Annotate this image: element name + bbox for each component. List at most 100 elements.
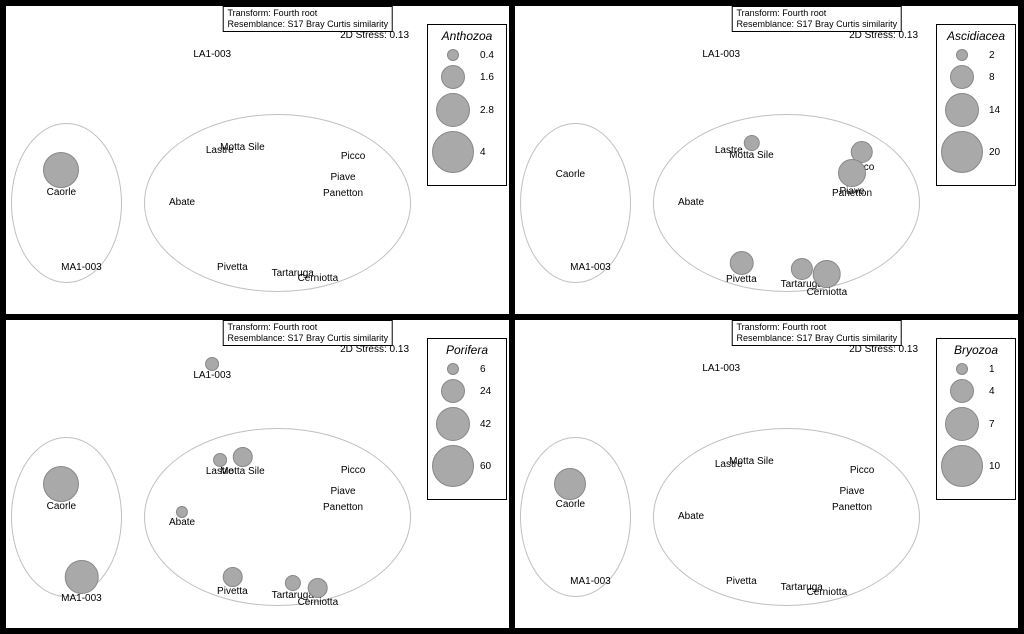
stress-label: 2D Stress: 0.13 [340, 30, 409, 41]
point-label: Abate [169, 518, 195, 528]
point-label: Motta Sile [220, 467, 264, 477]
info-box: Transform: Fourth rootResemblance: S17 B… [223, 320, 394, 346]
point-abate: Abate [678, 198, 704, 208]
point-picco: Picco [341, 152, 365, 162]
info-box: Transform: Fourth rootResemblance: S17 B… [732, 6, 903, 32]
legend: Bryozoa14710 [936, 338, 1016, 500]
legend-item: 8 [941, 65, 1011, 89]
point-panetton: Panetton [323, 189, 363, 199]
legend-value: 7 [989, 419, 995, 430]
legend: Anthozoa0.41.62.84 [427, 24, 507, 186]
point-caorle: Caorle [554, 468, 586, 510]
legend-bubble [432, 363, 474, 375]
legend-item: 2.8 [432, 93, 502, 127]
legend-title: Ascidiacea [941, 29, 1011, 43]
stress-label: 2D Stress: 0.13 [340, 344, 409, 355]
point-label: Caorle [43, 502, 79, 512]
point-abate: Abate [169, 506, 195, 528]
legend-bubble [432, 445, 474, 487]
legend-title: Porifera [432, 343, 502, 357]
legend: Porifera6244260 [427, 338, 507, 500]
legend-bubble [941, 93, 983, 127]
legend-bubble [941, 407, 983, 441]
legend-item: 60 [432, 445, 502, 487]
legend-value: 20 [989, 147, 1000, 158]
point-cerniotta: Cerniotta [807, 588, 848, 598]
point-cerniotta: Cerniotta [807, 260, 848, 298]
point-label: MA1-003 [570, 577, 611, 587]
point-label: Pivetta [217, 587, 248, 597]
point-mottasile: Motta Sile [220, 447, 264, 477]
point-label: LA1-003 [193, 371, 231, 381]
bubble-icon [232, 447, 252, 467]
legend-value: 10 [989, 461, 1000, 472]
info-line-2: Resemblance: S17 Bray Curtis similarity [737, 333, 898, 344]
point-piave: Piave [839, 487, 864, 497]
stress-label: 2D Stress: 0.13 [849, 30, 918, 41]
bubble-icon [64, 560, 98, 594]
bubble-icon [43, 466, 79, 502]
cluster-ellipse [520, 123, 631, 283]
legend-bubble [432, 65, 474, 89]
point-mottasile: Motta Sile [729, 135, 773, 161]
panel-grid: Transform: Fourth rootResemblance: S17 B… [0, 0, 1024, 634]
legend-bubble [941, 363, 983, 375]
point-label: Caorle [43, 188, 79, 198]
bubble-icon [205, 357, 219, 371]
legend-item: 2 [941, 49, 1011, 61]
panel-ascidiacea: Transform: Fourth rootResemblance: S17 B… [515, 6, 1018, 314]
cluster-ellipse [11, 123, 122, 283]
point-label: Picco [341, 152, 365, 162]
legend-value: 60 [480, 461, 491, 472]
point-label: Panetton [323, 189, 363, 199]
point-label: MA1-003 [61, 594, 102, 604]
legend-value: 4 [989, 386, 995, 397]
point-pivetta: Pivetta [726, 251, 757, 285]
point-mottasile: Motta Sile [729, 457, 773, 467]
point-pivetta: Pivetta [217, 263, 248, 273]
legend-bubble [941, 65, 983, 89]
point-la1-003: LA1-003 [193, 50, 231, 60]
bubble-icon [743, 135, 759, 151]
point-la1-003: LA1-003 [702, 364, 740, 374]
legend-value: 6 [480, 364, 486, 375]
info-line-1: Transform: Fourth root [228, 322, 389, 333]
legend-value: 2.8 [480, 105, 494, 116]
info-line-2: Resemblance: S17 Bray Curtis similarity [228, 333, 389, 344]
panel-porifera: Transform: Fourth rootResemblance: S17 B… [6, 320, 509, 628]
point-picco: Picco [850, 466, 874, 476]
point-la1-003: LA1-003 [702, 50, 740, 60]
legend-item: 4 [941, 379, 1011, 403]
info-line-2: Resemblance: S17 Bray Curtis similarity [228, 19, 389, 30]
point-label: Pivetta [726, 577, 757, 587]
legend-item: 14 [941, 93, 1011, 127]
point-cerniotta: Cerniotta [298, 274, 339, 284]
legend-bubble [941, 131, 983, 173]
point-label: MA1-003 [570, 263, 611, 273]
info-line-1: Transform: Fourth root [737, 8, 898, 19]
point-panetton: Panetton [323, 503, 363, 513]
info-line-2: Resemblance: S17 Bray Curtis similarity [737, 19, 898, 30]
legend-value: 24 [480, 386, 491, 397]
legend-item: 10 [941, 445, 1011, 487]
point-panetton: Panetton [832, 189, 872, 199]
cluster-ellipse [520, 437, 631, 597]
point-label: Pivetta [726, 275, 757, 285]
bubble-icon [838, 159, 866, 187]
point-label: Cerniotta [807, 588, 848, 598]
point-label: Pivetta [217, 263, 248, 273]
point-label: Panetton [832, 503, 872, 513]
point-label: Piave [330, 487, 355, 497]
panel-bryozoa: Transform: Fourth rootResemblance: S17 B… [515, 320, 1018, 628]
legend-value: 8 [989, 72, 995, 83]
legend-value: 2 [989, 50, 995, 61]
point-pivetta: Pivetta [217, 567, 248, 597]
point-label: Piave [839, 487, 864, 497]
legend: Ascidiacea 2 8 14 20 [936, 24, 1016, 186]
info-box: Transform: Fourth rootResemblance: S17 B… [732, 320, 903, 346]
point-la1-003: LA1-003 [193, 357, 231, 381]
legend-value: 1 [989, 364, 995, 375]
point-pivetta: Pivetta [726, 577, 757, 587]
legend-value: 4 [480, 147, 486, 158]
bubble-icon [43, 152, 79, 188]
